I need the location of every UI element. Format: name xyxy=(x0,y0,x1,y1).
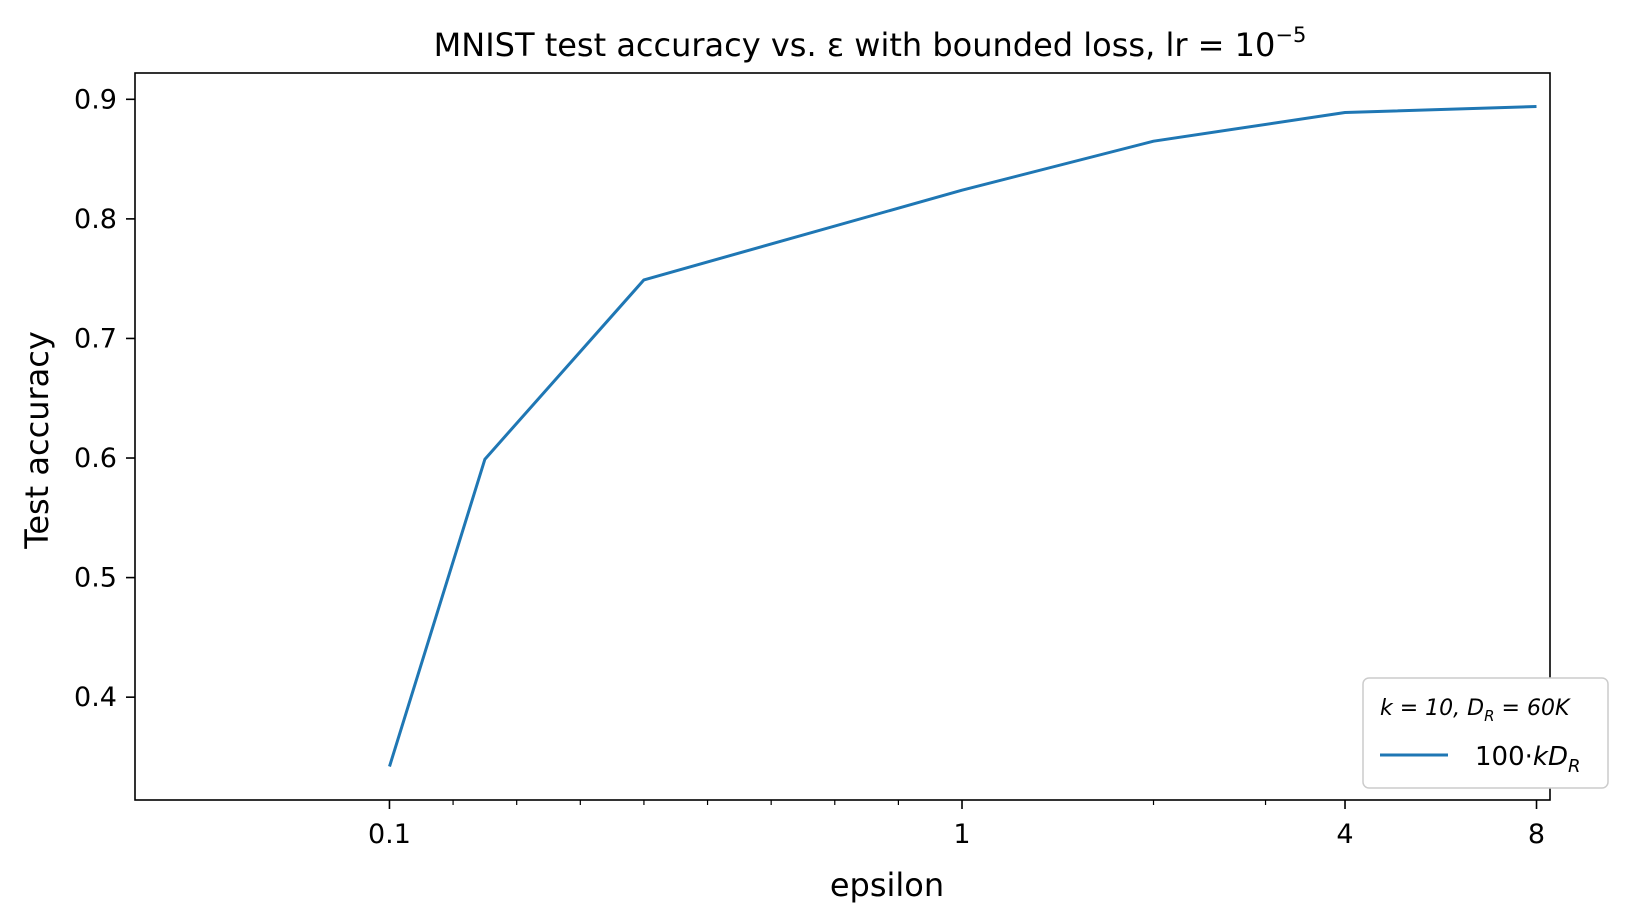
series-line-0 xyxy=(388,105,1537,767)
legend-entry-label: 100·kDR xyxy=(1475,742,1580,777)
legend-box xyxy=(1362,677,1609,789)
chart-title-superscript: −5 xyxy=(1275,23,1306,47)
y-tick-label: 0.7 xyxy=(74,323,117,354)
x-axis-label: epsilon xyxy=(830,866,944,904)
y-axis-label: Test accuracy xyxy=(18,331,56,550)
x-tick-label: 4 xyxy=(1336,819,1353,850)
y-tick-label: 0.6 xyxy=(74,443,117,474)
y-tick-label: 0.9 xyxy=(74,84,117,115)
legend-title: k = 10, DR = 60K xyxy=(1380,696,1571,725)
y-tick-label: 0.5 xyxy=(74,563,117,594)
legend: k = 10, DR = 60K 100·kDR xyxy=(1362,677,1609,789)
chart-title: MNIST test accuracy vs. ε with bounded l… xyxy=(434,23,1307,64)
y-tick-label: 0.8 xyxy=(74,204,117,235)
axes-frame xyxy=(134,72,1551,801)
x-tick-label: 1 xyxy=(953,819,970,850)
y-tick-label: 0.4 xyxy=(74,682,117,713)
plot-area: 0.1 1 4 8 0.4 0.5 0.6 0.7 0.8 0.9 xyxy=(74,72,1551,850)
x-tick-label: 0.1 xyxy=(368,819,411,850)
x-tick-label: 8 xyxy=(1528,819,1545,850)
